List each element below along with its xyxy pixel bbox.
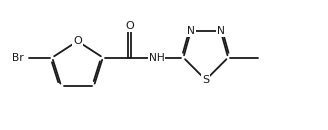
Text: Br: Br	[12, 53, 24, 63]
Text: N: N	[217, 26, 225, 36]
Text: NH: NH	[149, 53, 164, 63]
Text: O: O	[125, 21, 134, 31]
Text: O: O	[73, 36, 82, 46]
Text: N: N	[187, 26, 195, 36]
Text: S: S	[202, 75, 209, 85]
